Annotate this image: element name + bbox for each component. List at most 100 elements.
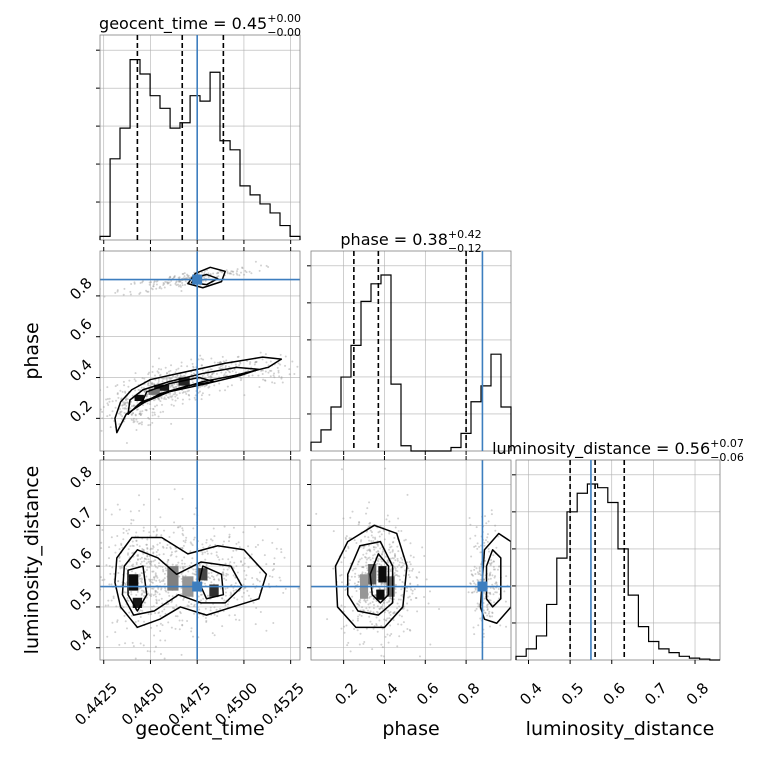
sample-point — [152, 530, 155, 533]
sample-point — [496, 568, 499, 571]
sample-point — [194, 573, 197, 576]
sample-point — [130, 413, 133, 416]
sample-point — [106, 398, 109, 401]
density-bin — [132, 597, 143, 608]
sample-point — [166, 396, 169, 399]
sample-point — [397, 598, 400, 601]
sample-point — [215, 372, 218, 375]
sample-point — [469, 582, 472, 585]
sample-point — [241, 564, 244, 567]
sample-point — [154, 572, 157, 575]
sample-point — [491, 611, 494, 614]
sample-point — [351, 569, 354, 572]
sample-point — [166, 282, 169, 285]
sample-point — [158, 593, 161, 596]
sample-point — [135, 561, 138, 564]
sample-point — [218, 389, 221, 392]
sample-point — [378, 563, 381, 566]
sample-point — [215, 551, 218, 554]
sample-point — [116, 392, 119, 395]
sample-point — [489, 599, 492, 602]
sample-point — [173, 276, 176, 279]
sample-point — [139, 574, 142, 577]
sample-point — [211, 539, 214, 542]
sample-point — [228, 566, 231, 569]
sample-point — [488, 562, 491, 565]
hist-bar — [130, 60, 140, 240]
sample-point — [393, 610, 396, 613]
sample-point — [389, 596, 392, 599]
sample-point — [490, 509, 493, 512]
sample-point — [127, 401, 130, 404]
sample-point — [171, 384, 174, 387]
sample-point — [254, 546, 257, 549]
sample-point — [238, 546, 241, 549]
sample-point — [153, 280, 156, 283]
sample-point — [291, 360, 294, 363]
truth-marker — [192, 581, 203, 592]
scatter-panel-luminosity_distance_vs_phase — [307, 456, 512, 664]
sample-point — [219, 361, 222, 364]
sample-point — [139, 586, 142, 589]
sample-point — [239, 379, 242, 382]
sample-point — [152, 545, 155, 548]
sample-point — [131, 552, 134, 555]
sample-point — [157, 498, 160, 501]
hist-bar — [120, 128, 130, 240]
contour-level-3 — [127, 565, 148, 612]
sample-point — [384, 555, 387, 558]
sample-point — [180, 653, 183, 656]
sample-point — [232, 270, 235, 273]
sample-point — [148, 578, 151, 581]
sample-point — [131, 641, 134, 644]
sample-point — [474, 587, 477, 590]
sample-point — [261, 373, 264, 376]
sample-point — [228, 370, 231, 373]
sample-point — [161, 565, 164, 568]
sample-point — [139, 413, 142, 416]
sample-point — [353, 582, 356, 585]
hist-bar — [526, 649, 536, 660]
sample-point — [106, 386, 109, 389]
sample-point — [181, 624, 184, 627]
sample-point — [123, 591, 126, 594]
hist-bar — [649, 641, 659, 660]
sample-point — [357, 560, 360, 563]
sample-point — [175, 376, 178, 379]
sample-point — [175, 280, 178, 283]
sample-point — [167, 281, 170, 284]
contour-level-2 — [485, 549, 502, 608]
sample-point — [236, 355, 239, 358]
sample-point — [151, 411, 154, 414]
sample-point — [275, 547, 278, 550]
sample-point — [149, 281, 152, 284]
sample-point — [193, 536, 196, 539]
sample-point — [359, 632, 362, 635]
sample-point — [182, 534, 185, 537]
x-tick-label: 0.8 — [454, 679, 484, 709]
sample-point — [213, 535, 216, 538]
sample-point — [237, 541, 240, 544]
sample-point — [271, 569, 274, 572]
sample-point — [366, 660, 368, 662]
sample-point — [136, 554, 139, 557]
sample-point — [101, 417, 104, 420]
sample-point — [354, 572, 357, 575]
sample-point — [177, 280, 180, 283]
sample-point — [255, 360, 258, 363]
sample-point — [343, 625, 346, 628]
sample-point — [197, 272, 200, 275]
sample-point — [172, 404, 175, 407]
sample-point — [136, 408, 139, 411]
sample-point — [163, 529, 166, 532]
sample-point — [210, 357, 213, 360]
sample-point — [123, 407, 126, 410]
sample-point — [212, 272, 215, 275]
sample-point — [145, 395, 148, 398]
sample-point — [402, 607, 405, 610]
sample-point — [222, 568, 225, 571]
sample-point — [178, 280, 181, 283]
sample-point — [156, 370, 159, 373]
sample-point — [343, 631, 346, 634]
